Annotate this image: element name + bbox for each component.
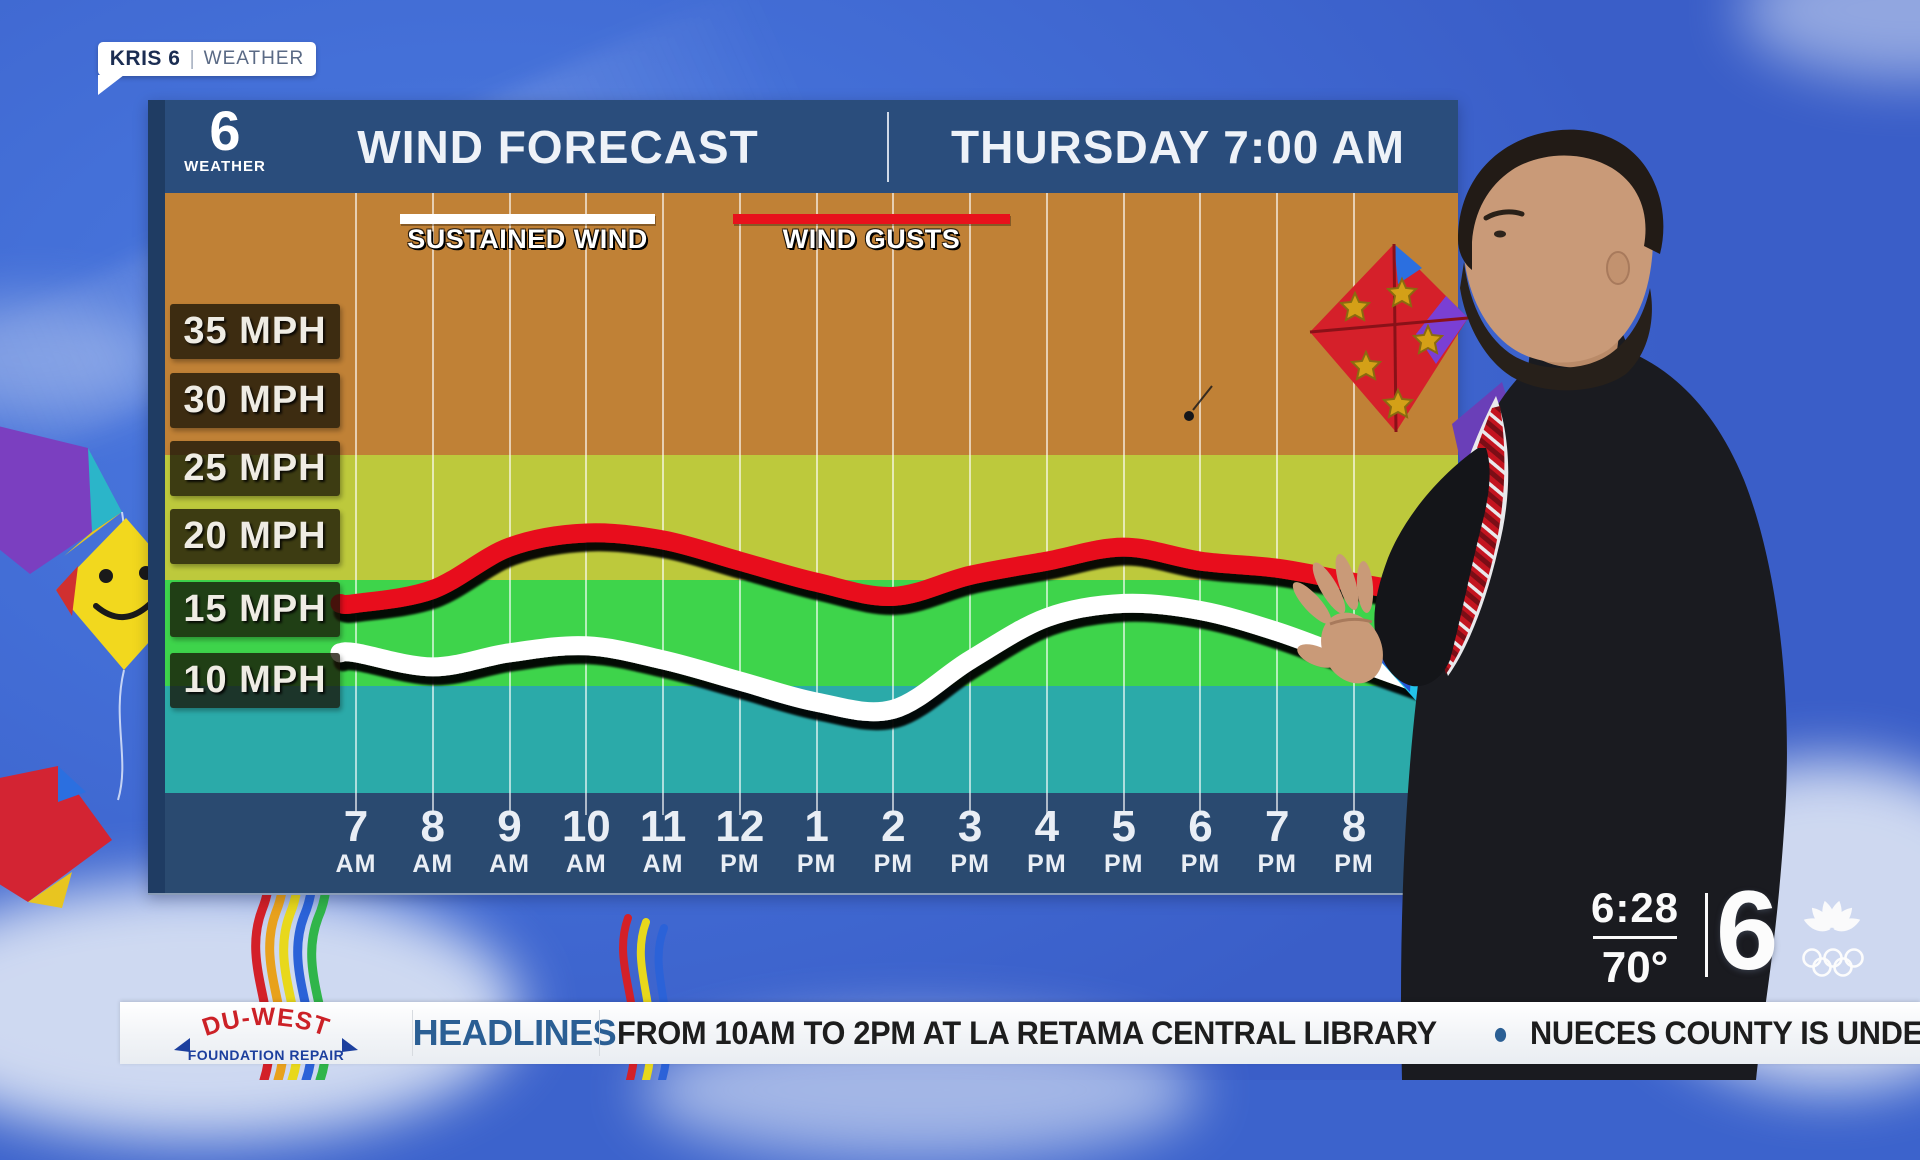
red-star-kite [1309,243,1469,433]
gridline-7pm [1276,193,1279,815]
hour-label-9am: 9 AM [489,802,530,878]
ticker-seam [411,1010,413,1056]
hour-label-11am: 11 AM [639,802,687,878]
panel-header: 6 WEATHER WIND FORECAST THURSDAY 7:00 AM [148,100,1458,193]
hour-label-5pm: 5 PM [1103,802,1144,878]
gridline-12pm [738,193,741,815]
gridline-11am [662,193,665,815]
nbc6-station-logo: 6 [1716,868,1876,993]
gridline-7am [355,193,357,815]
presenter-eye [1494,230,1506,238]
kris6-weather-tab: KRIS 6 | WEATHER [98,42,316,95]
sponsor-name-arc: DU-WEST [199,1004,333,1042]
presenter-hair [1458,129,1664,270]
ticker-text: FROM 10AM TO 2PM AT LA RETAMA CENTRAL LI… [600,1015,1920,1052]
gridline-8pm [1353,193,1355,815]
tab-pipe: | [189,47,195,70]
gridline-8am [431,193,434,815]
hour-label-8pm: 8 PM [1334,802,1374,878]
gridline-5pm [1122,193,1125,815]
presenter-face [1463,147,1653,363]
nbc6-number: 6 [1716,868,1779,993]
peacock-feathers [1803,900,1861,932]
presenter-beard [1460,262,1652,391]
gridline-6pm [1199,193,1202,815]
hour-label-1pm: 1 PM [796,802,837,878]
duwest-right-arrow-icon [341,1038,358,1052]
presenter-eyebrow [1483,209,1525,221]
legend-gusts-swatch [733,214,1010,224]
sponsor-logo-duwest: DU-WEST FOUNDATION REPAIR [120,1004,412,1062]
y-axis-label-30-mph: 30 MPH [170,373,340,428]
legend-sustained-label: SUSTAINED WIND [407,224,648,254]
olympic-rings-icon [1802,948,1864,977]
legend-sustained-swatch [400,214,655,224]
gridline-3pm [969,193,972,815]
svg-text:DU-WEST: DU-WEST [199,1004,334,1042]
lapel-mic-icon [1184,385,1213,421]
clock-divider-line [1593,936,1677,939]
wind-forecast-panel: 6 WEATHER WIND FORECAST THURSDAY 7:00 AM… [148,100,1458,895]
y-axis-label-35-mph: 35 MPH [170,304,340,359]
nbc-peacock-icon [1802,900,1864,977]
sponsor-subtitle: FOUNDATION REPAIR [188,1047,345,1062]
station-logo-number: 6 [209,99,241,162]
hour-label-12pm: 12 PM [715,802,765,878]
gridline-9am [508,193,511,815]
y-axis-label-15-mph: 15 MPH [170,582,340,637]
hour-label-8am: 8 AM [412,802,454,878]
hour-label-6pm: 6 PM [1180,802,1221,878]
panel-datetime: THURSDAY 7:00 AM [951,120,1405,173]
hour-label-2pm: 2 PM [873,802,914,878]
station-logo-label: WEATHER [184,158,266,175]
panel-title: WIND FORECAST [357,120,759,173]
bug-vertical-divider [1705,893,1708,977]
y-axis-label-20-mph: 20 MPH [170,509,340,564]
station-logo-small: 6 WEATHER [170,99,280,176]
y-axis-label-10-mph: 10 MPH [170,653,340,708]
hour-label-7am: 7 AM [335,802,377,878]
y-axis-label-25-mph: 25 MPH [170,441,340,496]
panel-left-border [148,100,165,893]
gridline-2pm [892,193,895,815]
tab-tail [98,75,124,95]
headlines-label: HEADLINES [412,1012,617,1053]
current-temperature: 70° [1601,943,1669,992]
tab-station-name: KRIS 6 [109,47,181,70]
red-kite-bottom-left [0,766,112,908]
headline-separator-dot: ● [1492,1014,1509,1052]
weather-presenter [1184,129,1787,1080]
headline-item: NUECES COUNTY IS UNDE [1530,1014,1920,1051]
hour-label-7pm: 7 PM [1257,802,1297,878]
news-ticker: DU-WEST FOUNDATION REPAIR HEADLINES FROM… [120,1002,1920,1064]
header-divider [887,112,889,182]
gridline-1pm [815,193,818,815]
kite-stars [1338,276,1445,419]
presenter-ear [1606,251,1630,285]
duwest-left-arrow-icon [173,1038,190,1052]
time-temperature-bug: 6:28 70° [1585,884,1685,993]
tab-section-name: WEATHER [203,48,305,69]
time-axis-strip [165,793,1458,893]
hour-label-10am: 10 AM [561,802,611,878]
headline-item: FROM 10AM TO 2PM AT LA RETAMA CENTRAL LI… [616,1014,1437,1051]
current-time: 6:28 [1590,884,1680,931]
hour-label-3pm: 3 PM [950,802,990,878]
hour-label-4pm: 4 PM [1027,802,1067,878]
ticker-seam [598,1010,600,1056]
gridline-4pm [1045,193,1048,815]
gridline-10am [585,193,588,815]
legend-gusts-label: WIND GUSTS [782,224,961,254]
speed-band-orange [165,193,1458,455]
